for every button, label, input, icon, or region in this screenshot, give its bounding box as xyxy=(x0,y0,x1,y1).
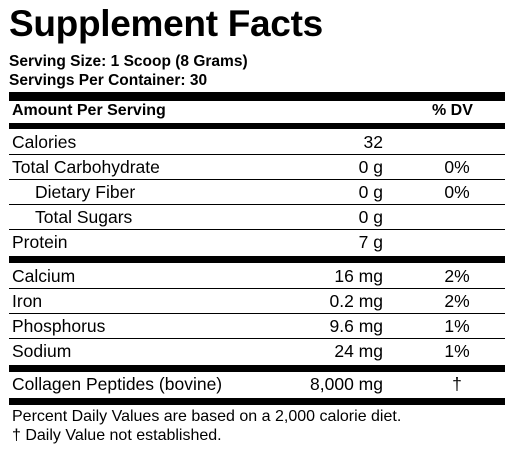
footnote-daily-values: Percent Daily Values are based on a 2,00… xyxy=(12,408,402,425)
nutrient-name: Phosphorus xyxy=(12,316,106,336)
nutrient-name: Sodium xyxy=(12,341,72,361)
nutrient-amount: 32 xyxy=(363,132,383,152)
bottom-divider xyxy=(9,398,505,405)
nutrient-row: Calories 32 xyxy=(9,130,505,154)
nutrient-dv: † xyxy=(452,374,462,394)
nutrient-amount: 0 g xyxy=(358,207,383,227)
nutrient-amount: 0 g xyxy=(358,157,383,177)
panel-title: Supplement Facts xyxy=(9,3,323,44)
nutrient-name: Iron xyxy=(12,291,43,311)
daily-value-header: % DV xyxy=(432,102,473,119)
nutrient-name: Dietary Fiber xyxy=(35,182,136,202)
nutrient-row: Total Sugars 0 g xyxy=(9,205,505,229)
nutrient-name: Calcium xyxy=(12,266,76,286)
header-divider xyxy=(9,123,505,129)
section-divider xyxy=(9,256,505,263)
nutrient-amount: 8,000 mg xyxy=(310,374,383,394)
footnote-dagger: † Daily Value not established. xyxy=(12,427,222,444)
nutrient-row: Collagen Peptides (bovine) 8,000 mg † xyxy=(9,372,505,396)
serving-size: Serving Size: 1 Scoop (8 Grams) xyxy=(9,53,248,70)
nutrient-dv: 2% xyxy=(444,266,470,286)
nutrient-name: Collagen Peptides (bovine) xyxy=(12,374,223,394)
nutrient-name: Total Carbohydrate xyxy=(12,157,160,177)
nutrient-dv: 0% xyxy=(444,182,470,202)
nutrient-dv: 1% xyxy=(444,316,470,336)
nutrient-row: Protein 7 g xyxy=(9,230,505,254)
nutrient-amount: 0 g xyxy=(358,182,383,202)
nutrient-row: Iron 0.2 mg 2% xyxy=(9,289,505,313)
nutrient-dv: 0% xyxy=(444,157,470,177)
nutrient-row: Phosphorus 9.6 mg 1% xyxy=(9,314,505,338)
nutrient-row: Dietary Fiber 0 g 0% xyxy=(9,180,505,204)
nutrient-dv: 1% xyxy=(444,341,470,361)
thick-divider xyxy=(9,92,505,101)
nutrient-row: Calcium 16 mg 2% xyxy=(9,264,505,288)
nutrient-amount: 24 mg xyxy=(334,341,383,361)
nutrient-name: Total Sugars xyxy=(35,207,133,227)
nutrient-dv: 2% xyxy=(444,291,470,311)
nutrient-name: Calories xyxy=(12,132,77,152)
nutrient-name: Protein xyxy=(12,232,68,252)
servings-per-container: Servings Per Container: 30 xyxy=(9,72,208,89)
nutrient-amount: 7 g xyxy=(358,232,383,252)
nutrient-row: Sodium 24 mg 1% xyxy=(9,339,505,363)
nutrient-amount: 9.6 mg xyxy=(329,316,384,336)
nutrient-amount: 0.2 mg xyxy=(329,291,384,311)
nutrient-row: Total Carbohydrate 0 g 0% xyxy=(9,155,505,179)
amount-per-serving-header: Amount Per Serving xyxy=(12,102,166,119)
section-divider xyxy=(9,365,505,372)
nutrient-amount: 16 mg xyxy=(334,266,383,286)
